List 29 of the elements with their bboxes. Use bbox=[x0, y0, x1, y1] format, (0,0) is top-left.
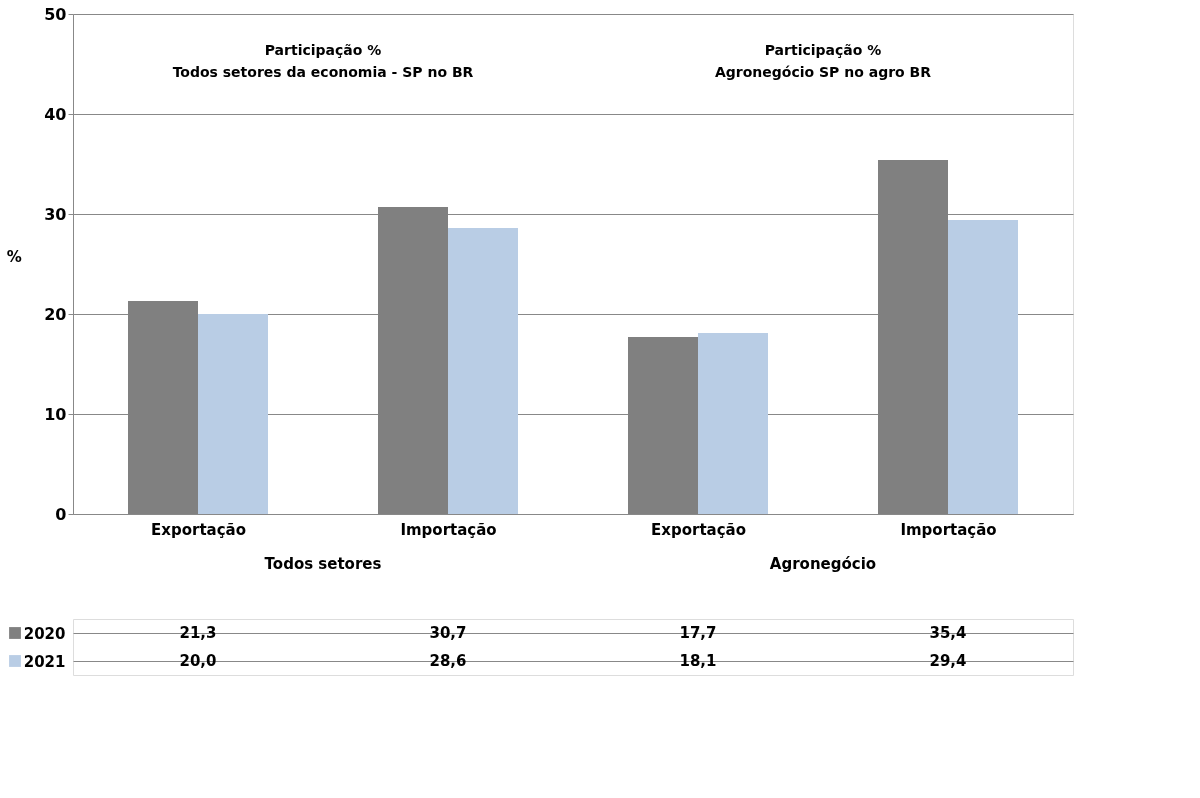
x-tick-label: Importação bbox=[400, 520, 497, 539]
data-label: 17,7 bbox=[679, 624, 717, 642]
y-tick-label: 40 bbox=[44, 104, 67, 124]
bar bbox=[198, 314, 268, 514]
data-label: 30,7 bbox=[429, 624, 467, 642]
y-tick-label: 20 bbox=[44, 304, 67, 324]
y-tick-label: 50 bbox=[44, 4, 67, 24]
data-label: 20,0 bbox=[179, 652, 217, 670]
bar bbox=[948, 220, 1018, 514]
data-label: 28,6 bbox=[429, 652, 467, 670]
y-tick-label: 0 bbox=[55, 504, 67, 524]
data-label: 18,1 bbox=[679, 652, 717, 670]
x-tick-label: Exportação bbox=[651, 520, 746, 539]
text: Todos setores bbox=[264, 555, 382, 573]
x-tick-label: Importação bbox=[900, 520, 997, 539]
x-tick-label: Exportação bbox=[151, 520, 246, 539]
legend-label: 2021 bbox=[23, 652, 66, 671]
bar bbox=[448, 228, 518, 514]
y-tick-label: 10 bbox=[44, 404, 67, 424]
y-tick-label: 30 bbox=[44, 204, 67, 224]
annotation: Participação % Todos setores da economia - SP no BR bbox=[172, 42, 474, 80]
bar bbox=[698, 333, 768, 514]
data-label: 21,3 bbox=[179, 624, 217, 642]
data-label: 35,4 bbox=[929, 624, 967, 642]
text: Agronegócio bbox=[769, 555, 877, 573]
y-axis-title: % bbox=[6, 247, 22, 266]
data-label: 29,4 bbox=[929, 652, 967, 670]
annotation: Participação % Agronegócio SP no agro BR bbox=[714, 42, 932, 80]
legend-label: 2020 bbox=[23, 624, 66, 643]
